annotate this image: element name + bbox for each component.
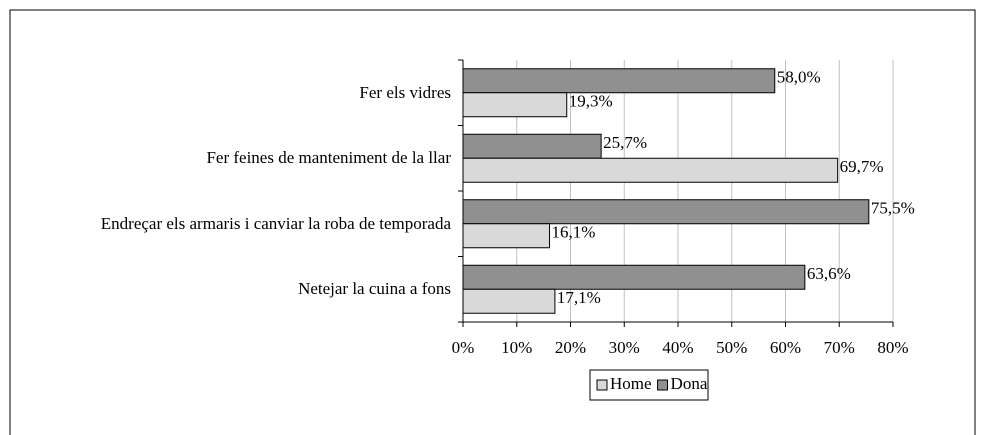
x-tick-label: 40% bbox=[662, 338, 693, 357]
y-tick-label: Endreçar els armaris i canviar la roba d… bbox=[100, 213, 451, 233]
value-label: 17,1% bbox=[557, 288, 601, 307]
x-tick-label: 20% bbox=[555, 338, 586, 357]
legend-label: Home bbox=[610, 374, 652, 393]
x-tick-label: 50% bbox=[716, 338, 747, 357]
bar bbox=[462, 133, 602, 159]
y-tick-label: Fer feines de manteniment de la llar bbox=[206, 148, 451, 168]
value-label: 58,0% bbox=[777, 68, 821, 87]
x-tick-label: 30% bbox=[609, 338, 640, 357]
legend-box bbox=[589, 369, 709, 401]
x-tick-label: 0% bbox=[452, 338, 475, 357]
bar bbox=[462, 288, 556, 314]
value-label: 16,1% bbox=[552, 223, 596, 242]
bar bbox=[462, 157, 839, 183]
bar bbox=[462, 223, 551, 249]
x-tick-label: 80% bbox=[877, 338, 908, 357]
x-tick-label: 10% bbox=[501, 338, 532, 357]
bar bbox=[462, 264, 806, 290]
y-tick-label: Netejar la cuina a fons bbox=[298, 279, 451, 299]
x-tick-label: 60% bbox=[770, 338, 801, 357]
legend-swatch bbox=[596, 379, 608, 391]
bar bbox=[462, 199, 870, 225]
value-label: 25,7% bbox=[603, 133, 647, 152]
value-label: 63,6% bbox=[807, 264, 851, 283]
value-label: 75,5% bbox=[871, 199, 915, 218]
bar bbox=[462, 68, 776, 94]
value-label: 69,7% bbox=[840, 157, 884, 176]
value-label: 19,3% bbox=[569, 92, 613, 111]
frame bbox=[9, 9, 976, 435]
x-tick-label: 70% bbox=[824, 338, 855, 357]
legend-label: Dona bbox=[671, 374, 708, 393]
y-tick-label: Fer els vidres bbox=[359, 82, 451, 102]
bar bbox=[462, 92, 568, 118]
legend-swatch bbox=[657, 379, 669, 391]
